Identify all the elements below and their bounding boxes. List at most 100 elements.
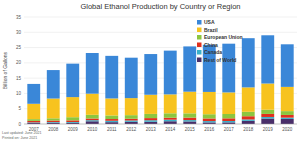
bar-segment [47, 118, 60, 120]
bar-segment [281, 87, 294, 111]
legend-label: Brazil [204, 27, 218, 33]
bar-segment [261, 117, 274, 119]
bar-segment [242, 38, 255, 87]
x-tick-label: 2011 [107, 127, 117, 132]
bar-segment [222, 121, 235, 122]
bar-segment [125, 120, 138, 121]
bar-segment [203, 114, 216, 118]
legend-label: China [204, 42, 218, 48]
grid-line [24, 17, 297, 18]
bar-segment [144, 95, 157, 114]
bar-segment [183, 121, 196, 124]
bar-segment [105, 115, 118, 119]
grid-line [24, 108, 297, 109]
bar-segment [242, 87, 255, 111]
legend-swatch [197, 20, 202, 25]
bar-segment [105, 56, 118, 99]
x-tick-label: 2017 [224, 127, 235, 132]
x-axis [24, 124, 297, 125]
legend-swatch [197, 28, 202, 33]
bar-segment [27, 121, 40, 122]
grid-line [24, 32, 297, 33]
bar-segment [144, 120, 157, 122]
x-tick-label: 2015 [185, 127, 196, 132]
bar-segment [281, 119, 294, 124]
x-tick-label: 2018 [243, 127, 254, 132]
grid-line [24, 62, 297, 63]
footnote: Printed on: June 2021 [2, 136, 37, 140]
chart: Global Ethanol Production by Country or … [0, 0, 300, 141]
bar-segment [105, 119, 118, 121]
legend-swatch [197, 35, 202, 40]
y-tick-label: 15 [16, 76, 22, 81]
x-tick-label: 2016 [204, 127, 215, 132]
y-tick-label: 30 [16, 30, 22, 35]
bar-segment [27, 119, 40, 121]
x-tick-label: 2008 [48, 127, 59, 132]
bar-segment [164, 118, 177, 120]
bar-segment [261, 84, 274, 110]
y-tick-label: 25 [16, 45, 22, 50]
y-tick-label: 0 [18, 122, 21, 127]
x-tick-label: 2014 [165, 127, 176, 132]
bar-segment [27, 122, 40, 124]
bar-segment [281, 111, 294, 115]
bar-segment [203, 118, 216, 121]
bar-segment [261, 110, 274, 114]
bar-segment [164, 121, 177, 124]
grid-line [24, 124, 297, 125]
x-tick-label: 2013 [146, 127, 157, 132]
legend-label: Canada [204, 49, 222, 55]
x-tick-label: 2019 [263, 127, 274, 132]
bar-segment [27, 104, 40, 119]
bar-segment [281, 115, 294, 118]
bar-segment [183, 120, 196, 121]
grid-line [24, 78, 297, 79]
bar-segment [144, 114, 157, 118]
bar-segment [261, 118, 274, 124]
x-tick-label: 2020 [282, 127, 293, 132]
legend-label: USA [204, 19, 215, 25]
grid-line [24, 93, 297, 94]
bar-segment [222, 114, 235, 118]
bar-segment [125, 58, 138, 98]
bar-segment [105, 121, 118, 122]
bar-segment [222, 118, 235, 121]
bar-segment [203, 92, 216, 114]
bar-segment [66, 120, 79, 122]
legend-swatch [197, 43, 202, 48]
y-tick-label: 5 [18, 106, 21, 111]
y-label: Billion of Gallons [2, 51, 8, 89]
bar-segment [164, 94, 177, 113]
y-tick-label: 20 [16, 60, 22, 65]
bar-segment [261, 114, 274, 117]
bar-segment [105, 98, 118, 115]
bar-segment [47, 70, 60, 98]
bar-segment [86, 121, 99, 124]
bar-segment [86, 115, 99, 119]
bar-segment [203, 121, 216, 122]
x-tick-label: 2012 [126, 127, 137, 132]
bar-segment [86, 119, 99, 121]
bar-segment [86, 120, 99, 121]
bar-segment [242, 119, 255, 120]
bar-segment [47, 99, 60, 119]
bar-segment [281, 118, 294, 119]
bar-segment [86, 53, 99, 94]
bar-segment [125, 119, 138, 121]
grid-line [24, 47, 297, 48]
x-tick-label: 2009 [68, 127, 79, 132]
x-tick-label: 2010 [87, 127, 98, 132]
legend-swatch [197, 50, 202, 55]
bar-segment [144, 118, 157, 120]
bar-segment [183, 46, 196, 91]
bar-segment [242, 121, 255, 124]
bar-segment [164, 51, 177, 95]
bar-segment [281, 44, 294, 87]
bar-segment [164, 113, 177, 117]
bar-segment [125, 98, 138, 115]
title: Global Ethanol Production by Country or … [80, 2, 240, 11]
bar-segment [125, 122, 138, 124]
bar-segment [144, 54, 157, 95]
bar-segment [27, 84, 40, 104]
